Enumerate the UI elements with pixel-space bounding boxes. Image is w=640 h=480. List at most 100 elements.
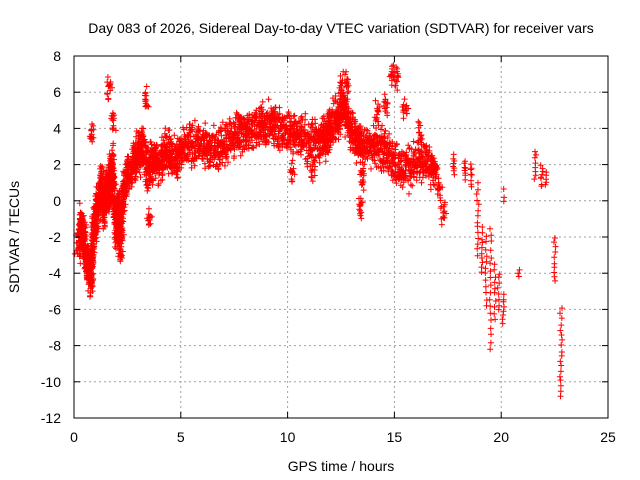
data-point [298, 123, 305, 130]
data-point [559, 336, 566, 343]
data-point [265, 96, 272, 103]
data-point [111, 174, 118, 181]
data-point [90, 245, 97, 251]
data-point [153, 141, 160, 148]
y-tick-label: -4 [49, 265, 62, 281]
data-point [202, 120, 209, 127]
data-point [405, 142, 412, 149]
data-point [492, 316, 499, 323]
data-point [488, 331, 494, 338]
data-point [104, 90, 111, 97]
data-point [487, 225, 493, 232]
data-point [247, 128, 254, 134]
data-point [159, 172, 166, 179]
data-point [204, 155, 211, 162]
data-point [531, 176, 538, 183]
y-tick-label: 6 [53, 84, 61, 100]
data-point [531, 154, 538, 161]
data-point [487, 303, 494, 310]
data-point [401, 96, 408, 103]
data-point [154, 142, 161, 149]
data-point [557, 327, 564, 334]
data-point [302, 110, 309, 117]
data-point [515, 270, 522, 277]
data-point [297, 148, 304, 155]
data-point [195, 153, 202, 160]
data-point [270, 140, 277, 147]
data-point [105, 95, 112, 102]
data-point [298, 151, 304, 158]
data-point [491, 285, 498, 292]
data-point [289, 157, 296, 164]
x-tick-label: 20 [493, 429, 509, 445]
data-point [237, 152, 244, 159]
data-point [474, 245, 481, 252]
data-point [474, 219, 481, 226]
data-point [191, 117, 198, 124]
data-point [110, 152, 117, 159]
data-point [100, 216, 107, 223]
data-point [186, 121, 193, 128]
data-point [251, 129, 257, 136]
y-tick-label: -8 [49, 338, 62, 354]
data-point [343, 68, 349, 75]
x-tick-label: 25 [600, 429, 616, 445]
data-point [219, 119, 226, 126]
data-point [114, 198, 121, 205]
data-point [158, 157, 165, 164]
data-point [322, 158, 329, 165]
data-point [223, 151, 229, 157]
data-point [252, 109, 259, 116]
data-point [149, 181, 156, 188]
data-point [468, 177, 475, 184]
data-point [162, 125, 169, 132]
data-point [276, 110, 283, 117]
data-point [558, 322, 565, 329]
data-point [473, 191, 480, 197]
data-point [146, 205, 152, 212]
data-point [488, 317, 494, 323]
data-point [173, 171, 180, 178]
data-point [230, 155, 237, 162]
data-point [501, 303, 507, 310]
data-point [190, 158, 197, 165]
data-point [410, 138, 417, 145]
x-tick-label: 0 [70, 429, 78, 445]
data-point [137, 174, 144, 181]
y-tick-label: 8 [53, 48, 61, 64]
data-point [215, 165, 222, 172]
data-point [117, 226, 124, 233]
data-point [276, 104, 283, 111]
data-point [491, 266, 498, 273]
data-point [167, 136, 174, 142]
data-point [468, 165, 475, 172]
data-point [552, 249, 559, 255]
y-axis-label: SDTVAR / TECUs [6, 181, 22, 293]
data-point [152, 145, 159, 152]
data-point [147, 139, 154, 146]
data-point [287, 118, 294, 125]
data-point [382, 128, 389, 134]
data-point [467, 166, 474, 173]
data-point [492, 298, 499, 304]
data-point [558, 332, 565, 338]
data-point [304, 160, 310, 167]
data-point [407, 181, 414, 188]
data-point [557, 382, 564, 389]
data-point [558, 342, 565, 348]
data-point [88, 255, 95, 262]
data-point [77, 209, 84, 216]
data-point [298, 113, 305, 120]
data-point [119, 199, 126, 206]
data-point [475, 179, 481, 186]
data-point [483, 258, 490, 265]
data-point [559, 305, 565, 312]
y-tick-label: -10 [41, 374, 61, 390]
data-point [290, 113, 297, 120]
data-point [389, 63, 395, 70]
data-point [111, 185, 118, 192]
data-point [88, 284, 94, 291]
data-point [302, 142, 309, 148]
data-point [475, 186, 481, 193]
data-point [144, 184, 151, 191]
